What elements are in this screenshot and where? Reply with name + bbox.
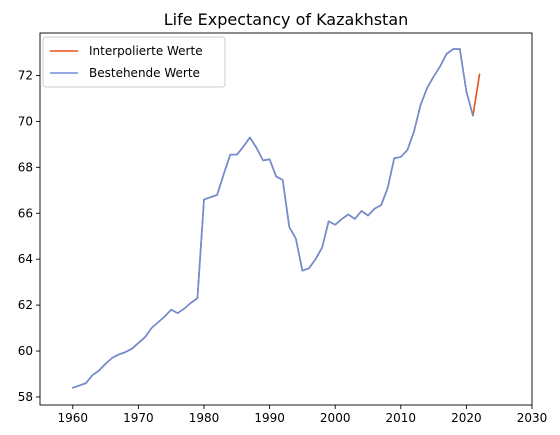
y-tick-label: 60 (18, 344, 33, 358)
legend-label-interpolated: Interpolierte Werte (89, 44, 203, 58)
plot-area (40, 33, 532, 405)
plot-background (40, 33, 532, 405)
chart-title: Life Expectancy of Kazakhstan (164, 10, 409, 29)
x-tick-label: 1980 (189, 411, 220, 425)
x-tick-label: 1960 (58, 411, 89, 425)
y-tick-label: 64 (18, 252, 33, 266)
y-tick-label: 70 (18, 114, 33, 128)
x-tick-label: 1990 (254, 411, 285, 425)
legend-box (42, 36, 226, 88)
x-tick-label: 1970 (123, 411, 154, 425)
y-tick-label: 58 (18, 390, 33, 404)
y-tick-label: 72 (18, 68, 33, 82)
x-tick-label: 2030 (517, 411, 548, 425)
plot-frame (39, 32, 533, 406)
legend-label-existing: Bestehende Werte (89, 66, 200, 80)
series-line-existing (72, 48, 474, 389)
x-tick-label: 2010 (386, 411, 417, 425)
y-tick-label: 66 (18, 206, 33, 220)
series-layer (72, 48, 481, 389)
axes-layer: 1960 1970 1980 1990 2000 2010 2020 2030 58 60 62 64… (18, 32, 548, 425)
x-tick-label: 2000 (320, 411, 351, 425)
x-tick-label: 2020 (451, 411, 482, 425)
y-tick-label: 68 (18, 160, 33, 174)
legend: Interpolierte Werte Bestehende Werte (42, 36, 226, 88)
y-tick-label: 62 (18, 298, 33, 312)
